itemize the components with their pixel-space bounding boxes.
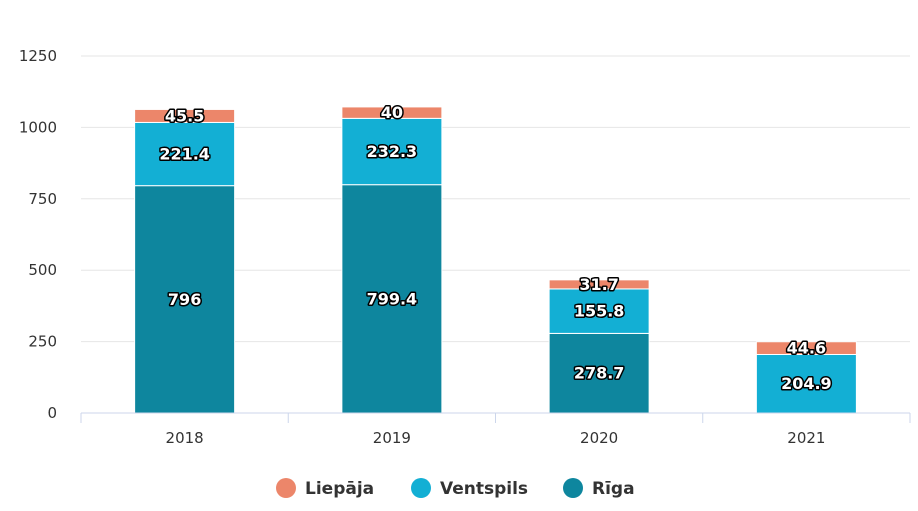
bar-liepaja-2021[interactable] <box>755 341 857 355</box>
x-tick-label: 2018 <box>166 429 204 447</box>
bar-liepaja-2018[interactable] <box>134 108 236 123</box>
y-axis: 0 250 500 750 1000 1250 <box>19 47 57 422</box>
y-tick-label: 250 <box>28 333 57 351</box>
data-label-riga-2020: 278.7 <box>574 364 625 383</box>
legend-item-riga[interactable]: Rīga <box>563 478 635 499</box>
data-label-liepaja-2018: 45.5 <box>165 106 204 125</box>
x-tick-label: 2021 <box>787 429 825 447</box>
bar-riga-2018[interactable] <box>134 185 236 414</box>
legend-item-ventspils[interactable]: Ventspils <box>411 478 528 499</box>
x-tick-label: 2019 <box>373 429 411 447</box>
data-label-ventspils-2020: 155.8 <box>574 302 625 321</box>
bar-ventspils-2018[interactable] <box>134 121 236 187</box>
data-label-liepaja-2020: 31.7 <box>579 275 618 294</box>
legend-item-liepaja[interactable]: Liepāja <box>276 478 374 499</box>
data-label-ventspils-2021: 204.9 <box>781 374 832 393</box>
data-label-liepaja-2019: 40 <box>381 103 403 122</box>
y-tick-label: 1000 <box>19 118 57 136</box>
legend-marker <box>411 478 431 498</box>
legend-label: Rīga <box>592 479 635 499</box>
x-tick-label: 2020 <box>580 429 618 447</box>
data-label-liepaja-2021: 44.6 <box>787 339 826 358</box>
legend-marker <box>563 478 583 498</box>
data-label-ventspils-2018: 221.4 <box>159 145 210 164</box>
y-tick-label: 500 <box>28 261 57 279</box>
bar-ventspils-2020[interactable] <box>548 288 650 334</box>
bar-riga-2020[interactable] <box>548 332 650 414</box>
data-labels: 796 221.4 45.5 799.4 232.3 40 278.7 155.8 31.7 20… <box>158 102 833 395</box>
bar-liepaja-2020[interactable] <box>548 279 650 290</box>
data-label-riga-2019: 799.4 <box>367 289 418 308</box>
legend-label: Ventspils <box>440 479 528 499</box>
legend[interactable]: Liepāja Ventspils Rīga <box>276 478 635 499</box>
legend-marker <box>276 478 296 498</box>
y-tick-label: 1250 <box>19 47 57 65</box>
x-axis: 2018 2019 2020 2021 <box>80 412 911 447</box>
y-tick-label: 750 <box>28 190 57 208</box>
bar-liepaja-2019[interactable] <box>341 106 443 119</box>
bars <box>134 106 857 414</box>
legend-label: Liepāja <box>305 479 374 499</box>
data-label-riga-2018: 796 <box>168 290 201 309</box>
bar-ventspils-2021[interactable] <box>755 353 857 414</box>
bar-riga-2019[interactable] <box>341 184 443 414</box>
y-tick-label: 0 <box>47 404 57 422</box>
data-label-ventspils-2019: 232.3 <box>367 142 418 161</box>
bar-ventspils-2019[interactable] <box>341 117 443 186</box>
